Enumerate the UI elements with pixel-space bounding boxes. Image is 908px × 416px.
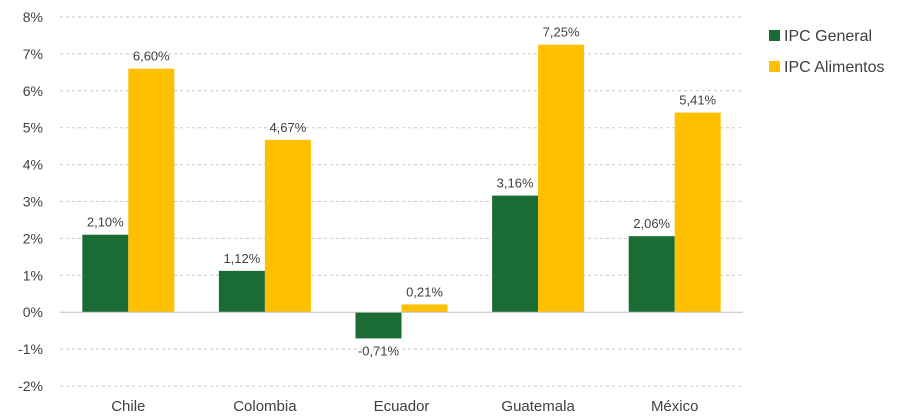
bar-ipc-alimentos [538, 44, 585, 313]
legend: IPC General IPC Alimentos [769, 28, 884, 76]
y-tick-label: 1% [23, 267, 43, 283]
data-label: -0,71% [358, 343, 400, 358]
y-tick-label: 8% [23, 9, 43, 25]
bar-ipc-general [218, 270, 265, 313]
data-label: 6,60% [133, 49, 170, 64]
y-axis-tick-labels: 8% 7% 6% 5% 4% 3% 2% 1% 0% -1% -2% [18, 9, 43, 394]
x-category-label: Ecuador [374, 398, 430, 415]
bar-ipc-general [82, 234, 129, 313]
legend-label: IPC General [784, 28, 872, 45]
y-tick-label: -2% [18, 378, 43, 394]
bars [82, 44, 721, 339]
data-label: 5,41% [679, 93, 716, 108]
bar-ipc-alimentos [401, 304, 448, 313]
bar-ipc-alimentos [128, 68, 175, 313]
legend-label: IPC Alimentos [784, 59, 884, 76]
data-label: 0,21% [406, 284, 443, 299]
x-category-label: México [651, 398, 699, 415]
data-label: 7,25% [543, 25, 580, 40]
legend-swatch [769, 61, 780, 72]
y-tick-label: 7% [23, 46, 43, 62]
bar-ipc-general [492, 195, 539, 313]
legend-swatch [769, 30, 780, 41]
data-label: 2,06% [633, 216, 670, 231]
y-tick-label: 0% [23, 304, 43, 320]
x-axis-category-labels: Chile Colombia Ecuador Guatemala México [111, 398, 698, 415]
bar-ipc-general [355, 312, 402, 339]
data-label: 3,16% [497, 176, 534, 191]
bar-ipc-general [628, 236, 675, 313]
y-tick-label: 2% [23, 230, 43, 246]
y-tick-label: -1% [18, 341, 43, 357]
data-label: 2,10% [87, 215, 124, 230]
data-label: 1,12% [223, 251, 260, 266]
y-tick-label: 4% [23, 157, 43, 173]
data-label: 4,67% [269, 120, 306, 135]
bar-ipc-alimentos [674, 112, 721, 313]
x-category-label: Colombia [233, 398, 297, 415]
y-tick-label: 6% [23, 83, 43, 99]
y-tick-label: 3% [23, 194, 43, 210]
x-category-label: Chile [111, 398, 145, 415]
y-tick-label: 5% [23, 120, 43, 136]
data-labels: 2,10% 6,60% 1,12% 4,67% -0,71% 0,21% 3,16% 7,25… [87, 25, 717, 359]
bar-ipc-alimentos [264, 139, 311, 313]
x-category-label: Guatemala [501, 398, 575, 415]
